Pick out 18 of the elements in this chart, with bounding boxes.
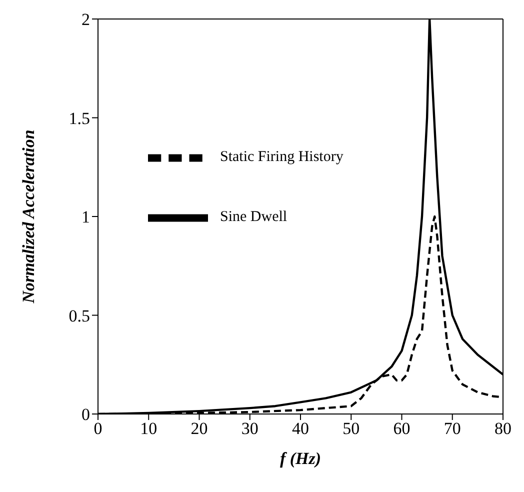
x-tick-label: 30 <box>241 419 258 438</box>
x-axis-title: f (Hz) <box>280 449 322 468</box>
y-axis-title: Normalized Acceleration <box>19 130 38 304</box>
x-tick-label: 40 <box>292 419 309 438</box>
legend-label: Static Firing History <box>220 149 344 166</box>
legend-label: Sine Dwell <box>220 209 288 226</box>
y-tick-label: 1 <box>82 208 90 227</box>
y-tick-label: 2 <box>82 10 90 30</box>
x-tick-label: 60 <box>393 419 410 438</box>
y-tick-label: 0.5 <box>68 306 90 326</box>
x-tick-label: 20 <box>190 419 208 438</box>
y-tick-label: 0 <box>82 405 90 424</box>
x-tick-label: 0 <box>94 419 102 438</box>
y-tick-label: 1.5 <box>68 108 90 128</box>
x-tick-label: 50 <box>342 419 360 438</box>
x-tick-label: 80 <box>494 419 512 438</box>
x-tick-label: 70 <box>444 419 461 438</box>
x-tick-label: 10 <box>140 419 158 438</box>
